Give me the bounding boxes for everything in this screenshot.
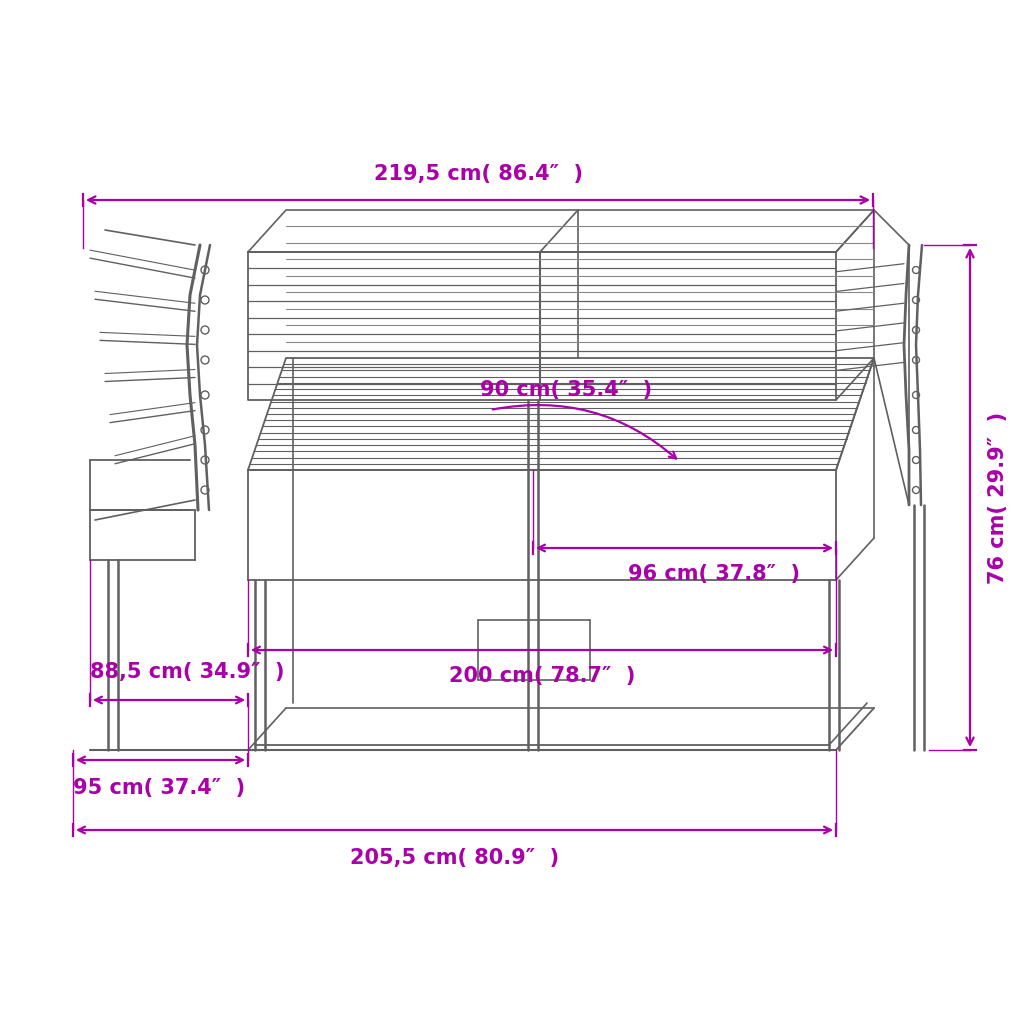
Text: 96 cm( 37.8″  ): 96 cm( 37.8″ )	[629, 564, 801, 584]
Text: 95 cm( 37.4″  ): 95 cm( 37.4″ )	[73, 778, 245, 798]
Text: 90 cm( 35.4″  ): 90 cm( 35.4″ )	[480, 380, 652, 400]
Text: 88,5 cm( 34.9″  ): 88,5 cm( 34.9″ )	[90, 662, 285, 682]
Text: 200 cm( 78.7″  ): 200 cm( 78.7″ )	[449, 666, 635, 686]
Text: 205,5 cm( 80.9″  ): 205,5 cm( 80.9″ )	[350, 848, 559, 868]
Text: 76 cm( 29.9″  ): 76 cm( 29.9″ )	[988, 412, 1008, 584]
Text: 219,5 cm( 86.4″  ): 219,5 cm( 86.4″ )	[374, 164, 583, 184]
